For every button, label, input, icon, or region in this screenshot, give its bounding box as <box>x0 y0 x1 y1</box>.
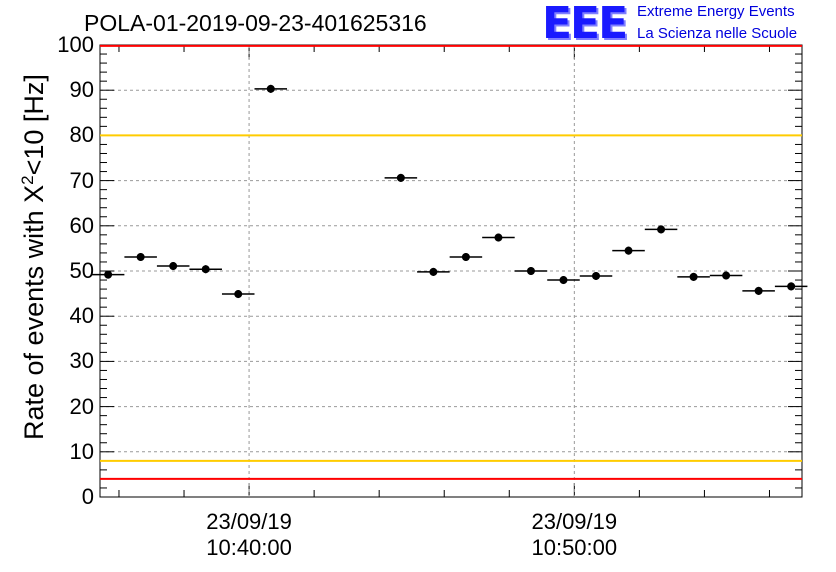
data-point <box>494 233 503 242</box>
logo-line-2: La Scienza nelle Scuole <box>637 25 798 42</box>
data-point <box>526 267 535 275</box>
data-point <box>592 271 601 280</box>
x-tick-label: 23/09/19 10:50:00 <box>504 509 644 561</box>
data-point <box>169 262 178 271</box>
data-point <box>624 246 633 255</box>
data-point <box>429 267 438 276</box>
data-point <box>559 276 568 285</box>
data-point <box>689 272 698 281</box>
y-tick-label: 60 <box>69 212 94 238</box>
x-tick-time: 10:40:00 <box>206 535 292 560</box>
x-tick-date: 23/09/19 <box>531 509 618 534</box>
x-tick-label: 23/09/19 10:40:00 <box>179 509 319 561</box>
data-point <box>104 270 113 279</box>
x-tick-time: 10:50:00 <box>531 535 618 560</box>
data-point <box>722 271 731 280</box>
data-point <box>396 173 405 182</box>
data-point <box>136 252 145 261</box>
y-tick-label: 80 <box>69 122 94 148</box>
data-point <box>787 282 796 291</box>
y-tick-label: 100 <box>57 32 94 57</box>
y-tick-label: 0 <box>81 484 94 509</box>
data-point <box>461 252 470 261</box>
y-tick-label: 30 <box>69 348 94 374</box>
x-tick-date: 23/09/19 <box>206 509 292 534</box>
y-tick-label: 90 <box>69 77 94 103</box>
data-point <box>266 84 275 93</box>
y-axis-label-sup: 2 <box>18 175 37 185</box>
data-point <box>234 290 243 299</box>
chart-title: POLA-01-2019-09-23-401625316 <box>84 10 427 36</box>
data-point <box>754 286 763 295</box>
eee-logo: EEE <box>542 0 628 49</box>
data-point <box>657 225 666 234</box>
logo-line-1: Extreme Energy Events <box>637 3 795 20</box>
y-tick-label: 10 <box>69 438 94 464</box>
y-tick-label: 20 <box>69 393 94 419</box>
y-tick-label: 40 <box>69 303 94 329</box>
data-point <box>201 265 210 274</box>
y-tick-label: 70 <box>69 167 94 193</box>
y-tick-label: 50 <box>69 258 94 283</box>
